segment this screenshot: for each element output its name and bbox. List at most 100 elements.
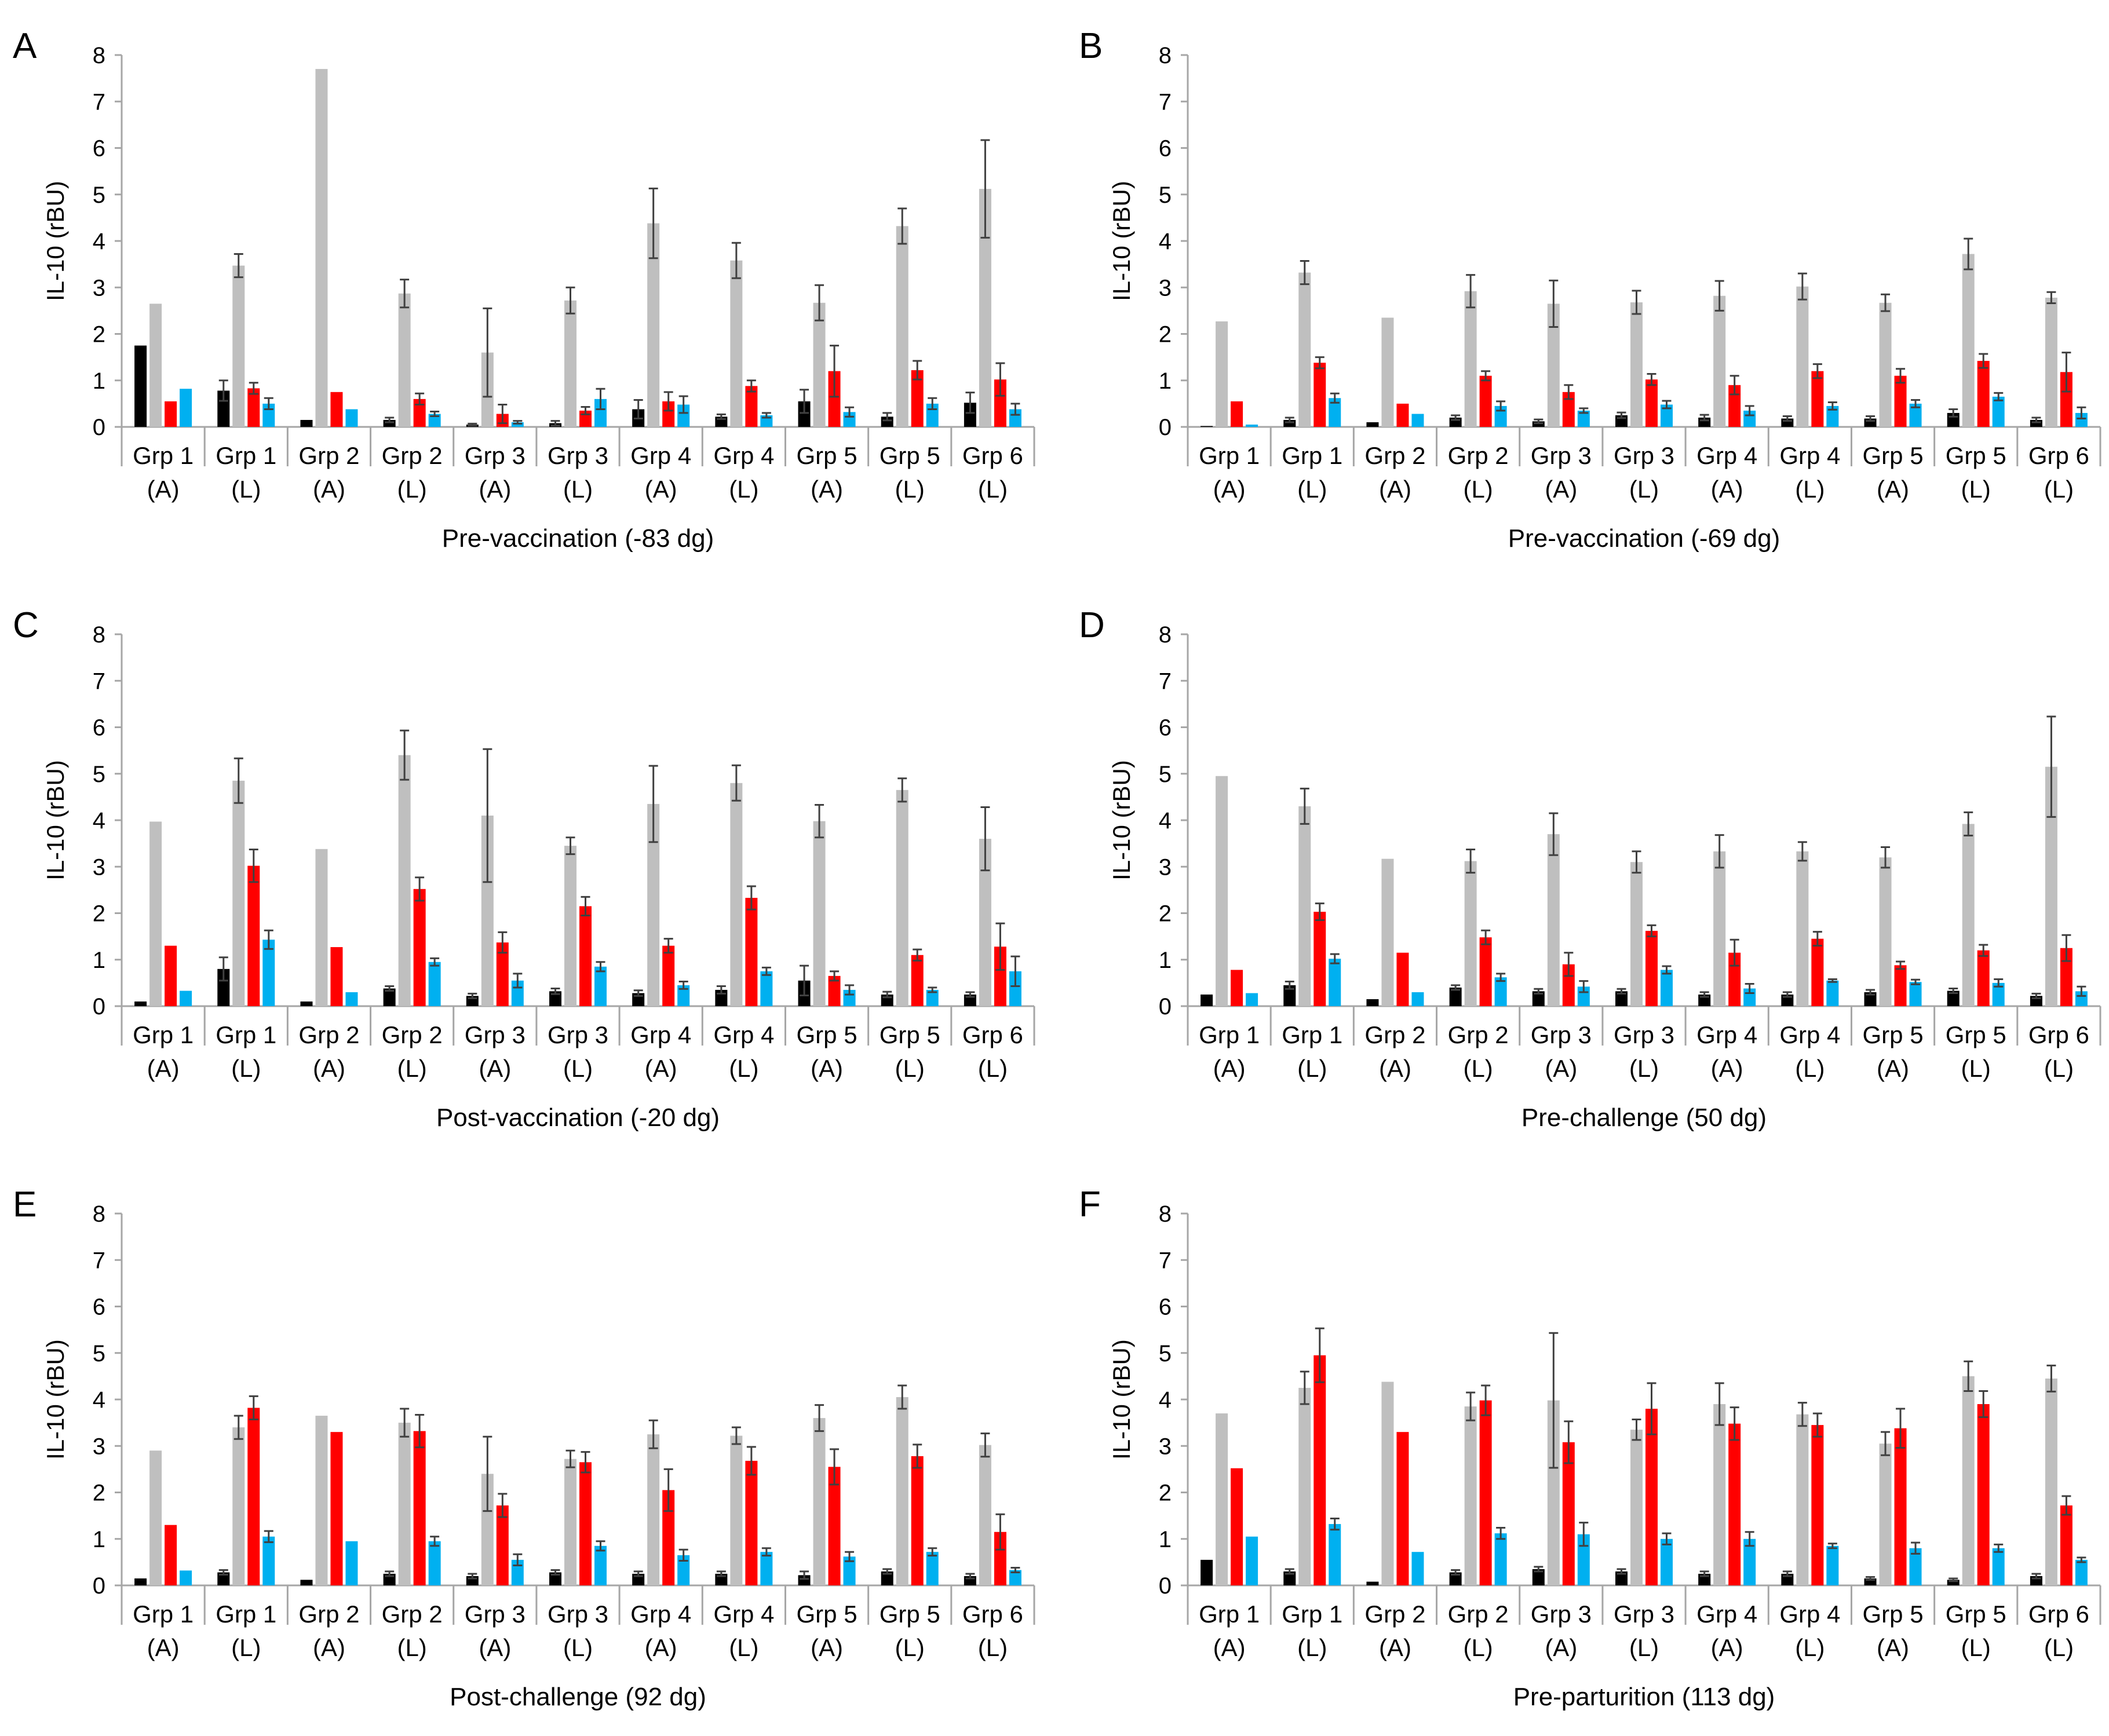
error-bar bbox=[1797, 841, 1807, 862]
panel-E: E 0 1 2 3 4 5 6 7 8 IL-10 (rBU) Grp 1 (A) Grp 1 (L) Grp… bbox=[13, 1185, 1035, 1711]
bar-blue bbox=[1661, 404, 1673, 427]
bar-blue bbox=[1009, 409, 1021, 427]
x-tick-label: Grp 2 (L) bbox=[1448, 442, 1509, 503]
bar-red bbox=[1977, 361, 1990, 427]
error-bar bbox=[2077, 1556, 2086, 1563]
x-tick-label: Grp 3 (A) bbox=[465, 1021, 526, 1082]
x-tick-label: Grp 5 (L) bbox=[1946, 442, 2006, 503]
panel-letter: B bbox=[1079, 26, 1103, 66]
bar-red bbox=[330, 1432, 343, 1585]
error-bar bbox=[581, 1451, 590, 1474]
error-bar bbox=[1812, 931, 1822, 947]
error-bar bbox=[1330, 1517, 1340, 1531]
bar-red bbox=[1562, 392, 1575, 427]
panel-C: C 0 1 2 3 4 5 6 7 8 IL-10 (rBU) Grp 1 (A) Grp 1 (L) Grp… bbox=[13, 605, 1035, 1132]
bar-blue bbox=[1661, 970, 1673, 1006]
bar-blue bbox=[1009, 1570, 1021, 1585]
bar-red bbox=[911, 955, 924, 1006]
x-tick-label: Grp 6 (L) bbox=[962, 1600, 1023, 1661]
x-tick-label: Grp 5 (L) bbox=[880, 1021, 940, 1082]
bar-red bbox=[1231, 401, 1243, 427]
x-tick-label: Grp 1 (A) bbox=[133, 1021, 194, 1082]
x-axis-title: Pre-challenge (50 dg) bbox=[1521, 1103, 1767, 1132]
y-tick-label: 2 bbox=[93, 901, 105, 927]
bar-black bbox=[1864, 992, 1877, 1006]
error-bar bbox=[415, 876, 425, 902]
bar-blue bbox=[926, 1552, 939, 1585]
error-bar bbox=[498, 1493, 508, 1518]
error-bar bbox=[1866, 1576, 1876, 1581]
error-bar bbox=[1010, 955, 1020, 987]
y-tick-label: 8 bbox=[1159, 43, 1172, 68]
error-bar bbox=[1579, 407, 1589, 414]
error-bar bbox=[815, 804, 824, 839]
x-tick-label: Grp 3 (L) bbox=[548, 442, 608, 503]
error-bar bbox=[2031, 416, 2041, 423]
y-tick-label: 2 bbox=[93, 1481, 105, 1506]
y-axis-label: IL-10 (rBU) bbox=[42, 760, 69, 880]
bar-gray bbox=[1216, 1413, 1228, 1585]
y-axis-label: IL-10 (rBU) bbox=[1108, 181, 1135, 301]
error-bar bbox=[430, 1536, 440, 1547]
bar-gray bbox=[149, 304, 162, 427]
error-bar bbox=[1949, 1577, 1958, 1582]
bar-black bbox=[134, 345, 147, 427]
error-bar bbox=[385, 985, 395, 992]
error-bar bbox=[716, 1570, 726, 1577]
y-tick-label: 1 bbox=[93, 368, 105, 394]
y-tick-label: 3 bbox=[1159, 854, 1172, 880]
error-bar bbox=[385, 1570, 395, 1577]
x-tick-label: Grp 4 (A) bbox=[1696, 442, 1757, 503]
bar-gray bbox=[1962, 824, 1975, 1006]
error-bar bbox=[1827, 1543, 1837, 1549]
error-bar bbox=[2061, 934, 2071, 962]
bar-blue bbox=[1992, 982, 2005, 1006]
y-tick-label: 8 bbox=[93, 43, 105, 68]
x-axis-title: Post-vaccination (-20 dg) bbox=[436, 1103, 720, 1132]
bar-gray bbox=[1962, 254, 1975, 427]
bar-blue bbox=[428, 962, 441, 1006]
y-tick-label: 6 bbox=[93, 1295, 105, 1320]
bar-red bbox=[2060, 1505, 2072, 1585]
bar-blue bbox=[1411, 414, 1424, 427]
x-tick-label: Grp 4 (L) bbox=[713, 1600, 774, 1661]
bar-black bbox=[1201, 426, 1213, 427]
bar-black bbox=[964, 403, 976, 427]
bar-blue bbox=[760, 971, 773, 1006]
error-bar bbox=[913, 948, 922, 962]
error-bar bbox=[2046, 715, 2056, 818]
x-tick-label: Grp 3 (L) bbox=[548, 1600, 608, 1661]
error-bar bbox=[1549, 1332, 1559, 1469]
error-bar bbox=[1496, 400, 1506, 412]
bar-blue bbox=[345, 409, 358, 427]
error-bar bbox=[2077, 406, 2086, 420]
bar-red bbox=[1645, 1409, 1658, 1585]
bar-blue bbox=[1992, 396, 2005, 427]
bar-black bbox=[1615, 991, 1628, 1006]
error-bar bbox=[1481, 1384, 1491, 1416]
error-bar bbox=[761, 966, 771, 976]
bar-black bbox=[134, 1578, 147, 1585]
bar-red bbox=[994, 379, 1006, 427]
x-tick-label: Grp 2 (A) bbox=[1364, 442, 1425, 503]
bar-black bbox=[1201, 1559, 1213, 1585]
error-bar bbox=[430, 411, 440, 418]
error-bar bbox=[498, 931, 508, 954]
y-tick-label: 7 bbox=[1159, 668, 1172, 694]
y-tick-label: 5 bbox=[93, 182, 105, 208]
bar-gray bbox=[896, 1397, 908, 1585]
x-tick-label: Grp 3 (L) bbox=[1614, 442, 1674, 503]
bar-black bbox=[881, 416, 893, 427]
error-bar bbox=[800, 964, 809, 997]
bar-blue bbox=[1826, 1545, 1839, 1585]
bar-blue bbox=[345, 1541, 358, 1585]
bar-gray bbox=[1298, 272, 1311, 427]
error-bar bbox=[815, 284, 824, 321]
error-bar bbox=[1866, 415, 1876, 422]
bar-gray bbox=[979, 189, 991, 427]
bar-black bbox=[217, 1572, 230, 1585]
bar-red bbox=[413, 889, 426, 1006]
error-bar bbox=[1481, 929, 1491, 945]
error-bar bbox=[1010, 403, 1020, 416]
